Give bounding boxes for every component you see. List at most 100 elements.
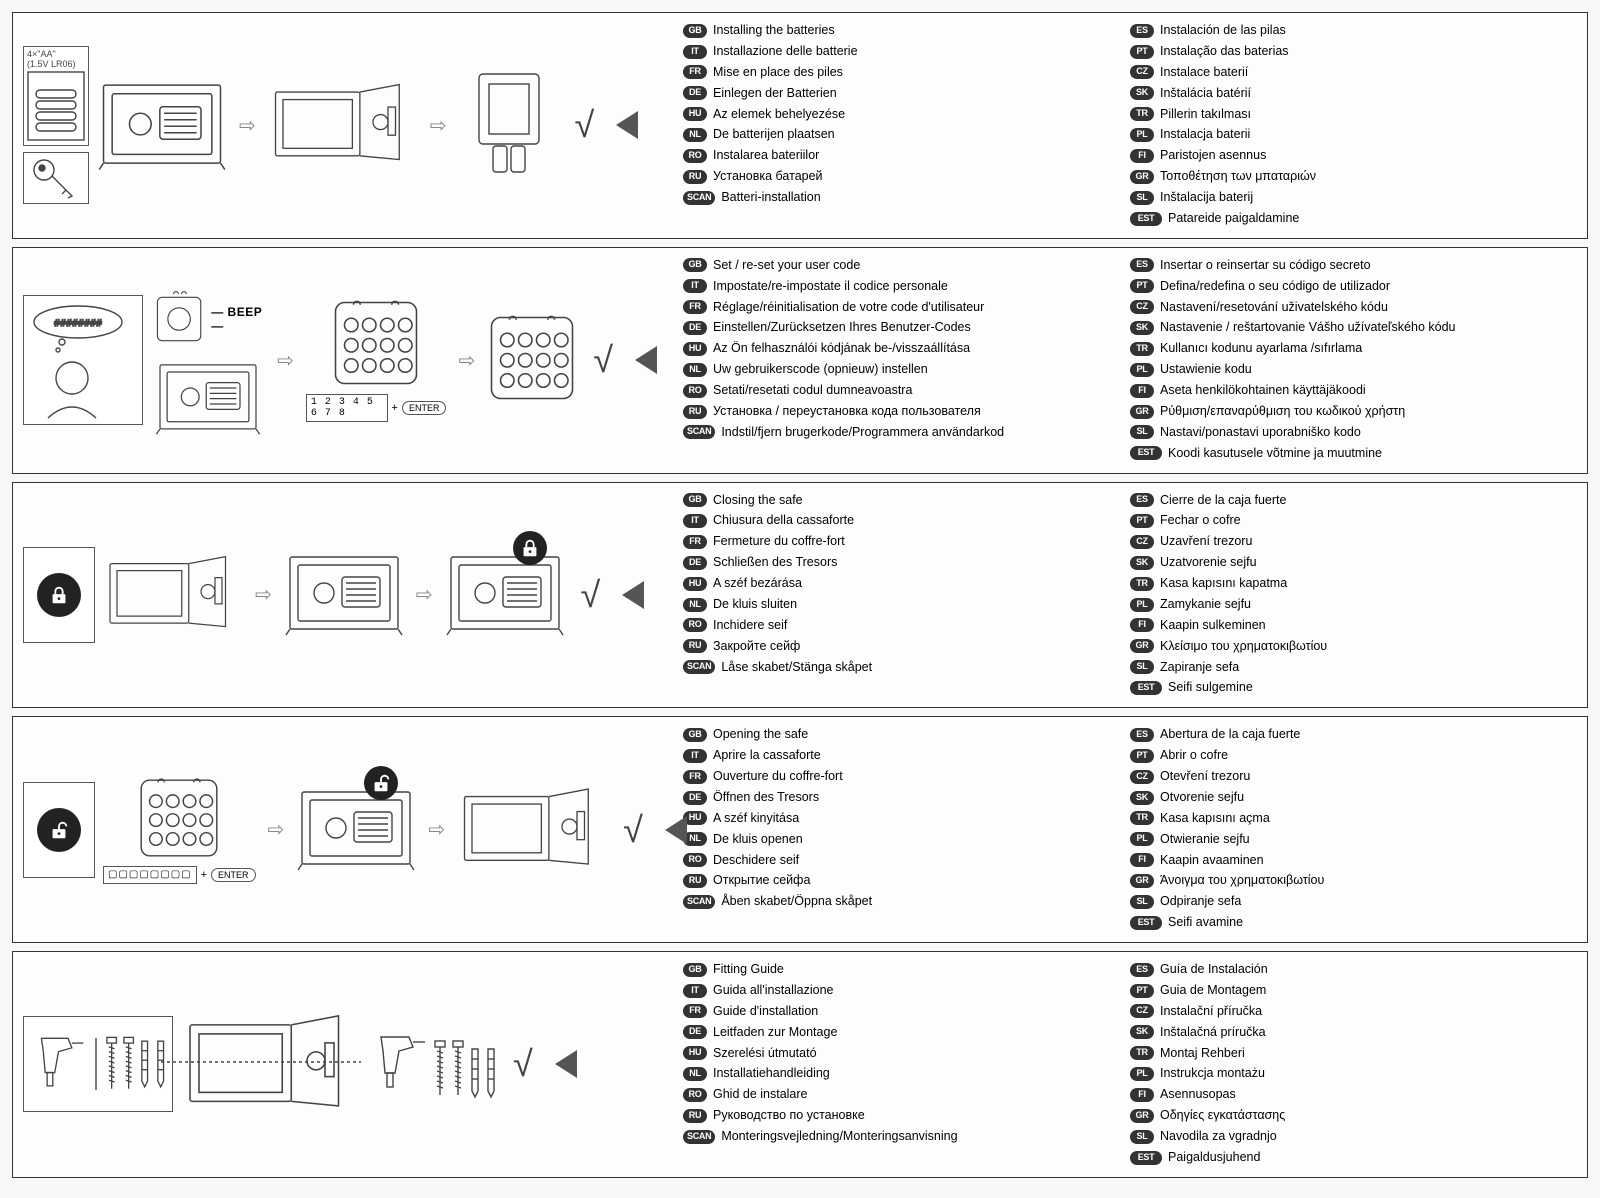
lang-item-gr: GR Κλείσιμο του χρηματοκιβωτίου — [1130, 637, 1577, 656]
lang-item-cz: CZ Otevření trezoru — [1130, 767, 1577, 786]
lang-item-hu: HU Az Ön felhasználói kódjának be-/vissz… — [683, 339, 1130, 358]
lang-text: Otwieranie sejfu — [1160, 830, 1250, 849]
lang-badge: EST — [1130, 212, 1162, 226]
lang-text: Установка батарей — [713, 167, 823, 186]
lang-item-cz: CZ Instalační příručka — [1130, 1002, 1577, 1021]
lang-badge: GB — [683, 258, 707, 272]
lang-text: Uzatvorenie sejfu — [1160, 553, 1257, 572]
lang-badge: PT — [1130, 45, 1154, 59]
lang-text: Installatiehandleiding — [713, 1064, 830, 1083]
section-pointer-icon — [555, 1050, 577, 1078]
lang-text: Guida all'installazione — [713, 981, 834, 1000]
lang-item-it: IT Aprire la cassaforte — [683, 746, 1130, 765]
section-fitting: √ GB Fitting Guide IT Guida all'installa… — [12, 951, 1588, 1178]
battery-spec-label: 4×"AA" (1.5V LR06) — [27, 50, 76, 70]
step-arrow: ⇨ — [430, 113, 447, 138]
translations-fitting: GB Fitting Guide IT Guida all'installazi… — [673, 952, 1587, 1177]
check-icon: √ — [623, 809, 643, 851]
lang-col-right: ES Instalación de las pilas PT Instalaçã… — [1130, 21, 1577, 230]
lang-badge: SL — [1130, 660, 1154, 674]
lang-text: Kasa kapısını kapatma — [1160, 574, 1287, 593]
lang-text: Κλείσιμο του χρηματοκιβωτίου — [1160, 637, 1327, 656]
lang-item-de: DE Leitfaden zur Montage — [683, 1023, 1130, 1042]
lang-text: Installazione delle batterie — [713, 42, 858, 61]
lang-item-de: DE Öffnen des Tresors — [683, 788, 1130, 807]
lang-badge: IT — [683, 749, 707, 763]
lang-item-fi: FI Kaapin sulkeminen — [1130, 616, 1577, 635]
lang-text: Ouverture du coffre-fort — [713, 767, 843, 786]
section-pointer-icon — [635, 346, 657, 374]
lang-item-gr: GR Τοποθέτηση των μπαταριών — [1130, 167, 1577, 186]
lang-item-de: DE Einstellen/Zurücksetzen Ihres Benutze… — [683, 318, 1130, 337]
lang-text: Setati/resetati codul dumneavoastra — [713, 381, 912, 400]
lang-badge: DE — [683, 86, 707, 100]
lang-text: Öffnen des Tresors — [713, 788, 819, 807]
lang-badge: SCAN — [683, 191, 715, 205]
lang-text: Otevření trezoru — [1160, 767, 1250, 786]
translations-set-code: GB Set / re-set your user code IT Impost… — [673, 248, 1587, 473]
lang-item-gb: GB Opening the safe — [683, 725, 1130, 744]
lang-text: Pillerin takılması — [1160, 105, 1251, 124]
lang-item-gb: GB Installing the batteries — [683, 21, 1130, 40]
check-icon: √ — [513, 1043, 533, 1085]
lang-text: Installing the batteries — [713, 21, 835, 40]
beep-label: — BEEP — — [211, 305, 265, 333]
lang-text: Seifi sulgemine — [1168, 678, 1253, 697]
lang-badge: EST — [1130, 916, 1162, 930]
lang-text: Fermeture du coffre-fort — [713, 532, 845, 551]
lang-badge: HU — [683, 1046, 707, 1060]
lang-item-pt: PT Instalação das baterias — [1130, 42, 1577, 61]
lang-badge: HU — [683, 577, 707, 591]
lang-badge: HU — [683, 342, 707, 356]
lang-item-gr: GR Ρύθμιση/επαναρύθμιση του κωδικού χρήσ… — [1130, 402, 1577, 421]
lang-item-pl: PL Zamykanie sejfu — [1130, 595, 1577, 614]
lang-item-sl: SL Nastavi/ponastavi uporabniško kodo — [1130, 423, 1577, 442]
lang-text: Ρύθμιση/επαναρύθμιση του κωδικού χρήστη — [1160, 402, 1405, 421]
lang-text: Kaapin sulkeminen — [1160, 616, 1266, 635]
lang-badge: TR — [1130, 342, 1154, 356]
lang-badge: FI — [1130, 618, 1154, 632]
lang-badge: FR — [683, 65, 707, 79]
lang-item-fi: FI Kaapin avaaminen — [1130, 851, 1577, 870]
lang-item-ro: RO Inchidere seif — [683, 616, 1130, 635]
lang-text: Guía de Instalación — [1160, 960, 1268, 979]
lang-text: Inštalacija baterij — [1160, 188, 1253, 207]
lang-text: A széf kinyitása — [713, 809, 799, 828]
lang-item-sk: SK Otvorenie sejfu — [1130, 788, 1577, 807]
lang-text: Paigaldusjuhend — [1168, 1148, 1260, 1167]
lang-badge: FI — [1130, 384, 1154, 398]
lang-item-sk: SK Nastavenie / reštartovanie Vášho užív… — [1130, 318, 1577, 337]
lang-text: Az Ön felhasználói kódjának be-/visszaál… — [713, 339, 970, 358]
lang-badge: FI — [1130, 149, 1154, 163]
translations-batteries: GB Installing the batteries IT Installaz… — [673, 13, 1587, 238]
lang-badge: RO — [683, 149, 707, 163]
lang-badge: GR — [1130, 639, 1154, 653]
lang-badge: FR — [683, 1004, 707, 1018]
lang-item-fr: FR Mise en place des piles — [683, 63, 1130, 82]
lang-badge: PL — [1130, 363, 1154, 377]
lang-text: Zapiranje sefa — [1160, 658, 1239, 677]
lang-badge: TR — [1130, 1046, 1154, 1060]
check-icon: √ — [575, 104, 595, 146]
lang-badge: GR — [1130, 405, 1154, 419]
lang-text: Nastavení/resetování uživatelského kódu — [1160, 298, 1388, 317]
lang-item-ru: RU Открытие сейфа — [683, 871, 1130, 890]
check-icon: √ — [593, 339, 613, 381]
lang-text: Guide d'installation — [713, 1002, 818, 1021]
lang-text: Fechar o cofre — [1160, 511, 1241, 530]
lang-text: Montaj Rehberi — [1160, 1044, 1245, 1063]
lang-item-sl: SL Zapiranje sefa — [1130, 658, 1577, 677]
code-digits: 1 2 3 4 5 6 7 8 — [306, 394, 388, 422]
lang-col-left: GB Opening the safe IT Aprire la cassafo… — [683, 725, 1130, 934]
lang-item-nl: NL Uw gebruikerscode (opnieuw) instellen — [683, 360, 1130, 379]
lang-text: Ghid de instalare — [713, 1085, 808, 1104]
lang-text: Chiusura della cassaforte — [713, 511, 854, 530]
lang-badge: PT — [1130, 749, 1154, 763]
lang-item-es: ES Insertar o reinsertar su código secre… — [1130, 256, 1577, 275]
lang-badge: SL — [1130, 425, 1154, 439]
lang-badge: PL — [1130, 598, 1154, 612]
lang-badge: FR — [683, 770, 707, 784]
lang-badge: RU — [683, 1109, 707, 1123]
lang-text: Åben skabet/Öppna skåpet — [721, 892, 872, 911]
lang-badge: PL — [1130, 128, 1154, 142]
